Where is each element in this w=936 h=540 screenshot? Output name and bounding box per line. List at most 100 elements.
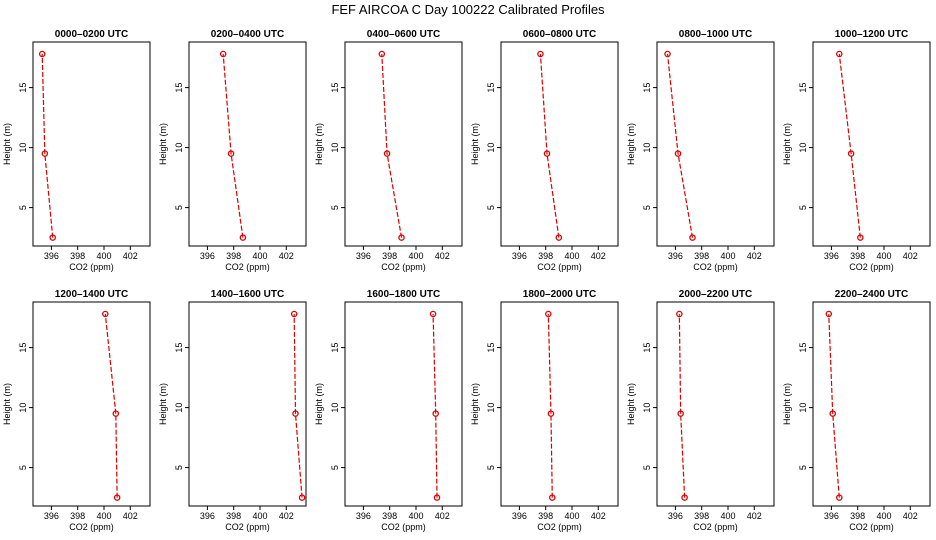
panel-title: 0600–0800 UTC bbox=[523, 29, 596, 40]
x-axis-label: CO2 (ppm) bbox=[69, 522, 114, 532]
y-tick-label: 5 bbox=[18, 465, 28, 470]
x-axis-label: CO2 (ppm) bbox=[225, 262, 270, 272]
x-axis-label: CO2 (ppm) bbox=[381, 262, 426, 272]
y-tick-label: 10 bbox=[798, 403, 808, 413]
x-tick-label: 396 bbox=[668, 251, 683, 261]
panel-title: 1000–1200 UTC bbox=[835, 29, 908, 40]
y-tick-label: 15 bbox=[798, 83, 808, 93]
y-tick-label: 5 bbox=[174, 465, 184, 470]
x-tick-label: 398 bbox=[538, 511, 553, 521]
data-point bbox=[38, 50, 46, 58]
y-tick-label: 10 bbox=[486, 143, 496, 153]
x-tick-label: 396 bbox=[44, 251, 59, 261]
x-axis-label: CO2 (ppm) bbox=[381, 522, 426, 532]
x-tick-label: 398 bbox=[850, 511, 865, 521]
profile-line bbox=[539, 53, 560, 238]
data-point bbox=[543, 150, 551, 157]
x-tick-label: 398 bbox=[694, 511, 709, 521]
y-tick-label: 5 bbox=[642, 465, 652, 470]
x-tick-label: 400 bbox=[720, 511, 735, 521]
chart-panel: 1600–1800 UTC 396 398 400 402 5 10 15 CO2 (ppm) H… bbox=[314, 289, 463, 532]
data-point bbox=[664, 50, 671, 58]
x-tick-label: 402 bbox=[591, 251, 606, 261]
chart-panel: 0000–0200 UTC 396 398 400 402 5 10 15 CO2 (ppm) H… bbox=[2, 29, 151, 272]
x-axis-label: CO2 (ppm) bbox=[849, 262, 894, 272]
profile-line bbox=[547, 313, 553, 498]
x-tick-label: 402 bbox=[279, 511, 294, 521]
x-tick-label: 402 bbox=[435, 251, 450, 261]
profile-line bbox=[838, 53, 861, 238]
y-axis-label: Height (m) bbox=[470, 123, 480, 165]
data-point bbox=[433, 494, 441, 501]
chart-panel: 0800–1000 UTC 396 398 400 402 5 10 15 CO2 (ppm) H… bbox=[626, 29, 775, 272]
y-axis-label: Height (m) bbox=[626, 123, 636, 165]
plot-frame bbox=[344, 41, 463, 247]
x-tick-label: 396 bbox=[824, 251, 839, 261]
figure-title: FEF AIRCOA C Day 100222 Calibrated Profi… bbox=[331, 2, 605, 17]
plot-frame bbox=[500, 301, 619, 507]
chart-panel: 1800–2000 UTC 396 398 400 402 5 10 15 CO2 (ppm) H… bbox=[470, 289, 619, 532]
y-axis-label: Height (m) bbox=[2, 123, 12, 165]
x-tick-label: 400 bbox=[252, 251, 267, 261]
y-tick-label: 5 bbox=[174, 205, 184, 210]
chart-panel: 0600–0800 UTC 396 398 400 402 5 10 15 CO2 (ppm) H… bbox=[470, 29, 619, 272]
data-point bbox=[847, 150, 855, 157]
y-tick-label: 10 bbox=[798, 143, 808, 153]
data-point bbox=[219, 50, 227, 58]
x-tick-label: 400 bbox=[564, 511, 579, 521]
x-axis-label: CO2 (ppm) bbox=[693, 262, 738, 272]
profile-line bbox=[432, 313, 438, 498]
y-tick-label: 5 bbox=[486, 465, 496, 470]
data-point bbox=[292, 410, 299, 417]
chart-panel: 0200–0400 UTC 396 398 400 402 5 10 15 CO2 (ppm) H… bbox=[158, 29, 307, 272]
y-axis-label: Height (m) bbox=[782, 123, 792, 165]
x-axis-label: CO2 (ppm) bbox=[537, 522, 582, 532]
y-tick-label: 10 bbox=[642, 403, 652, 413]
y-tick-label: 5 bbox=[486, 205, 496, 210]
data-point bbox=[676, 310, 683, 318]
plot-frame bbox=[500, 41, 619, 247]
data-point bbox=[689, 234, 696, 241]
data-point bbox=[113, 494, 121, 501]
y-tick-label: 5 bbox=[18, 205, 28, 210]
x-tick-label: 398 bbox=[226, 251, 241, 261]
y-tick-label: 15 bbox=[486, 83, 496, 93]
data-point bbox=[677, 410, 684, 417]
y-tick-label: 5 bbox=[330, 205, 340, 210]
y-axis-label: Height (m) bbox=[158, 383, 168, 425]
x-tick-label: 402 bbox=[747, 251, 762, 261]
x-tick-label: 398 bbox=[382, 511, 397, 521]
data-point bbox=[674, 150, 682, 157]
profile-line bbox=[666, 53, 694, 238]
x-tick-label: 402 bbox=[123, 511, 138, 521]
panels-grid: 0000–0200 UTC 396 398 400 402 5 10 15 CO2 (ppm) H… bbox=[2, 29, 931, 532]
x-tick-label: 402 bbox=[591, 511, 606, 521]
profile-line bbox=[381, 53, 403, 238]
data-point bbox=[836, 494, 843, 501]
profile-line bbox=[678, 313, 686, 498]
data-point bbox=[49, 234, 56, 241]
panel-title: 2200–2400 UTC bbox=[835, 289, 908, 300]
plot-frame bbox=[656, 301, 775, 507]
data-point bbox=[681, 494, 688, 501]
x-tick-label: 396 bbox=[668, 511, 683, 521]
x-axis-label: CO2 (ppm) bbox=[849, 522, 894, 532]
x-tick-label: 402 bbox=[123, 251, 138, 261]
chart-panel: 0400–0600 UTC 396 398 400 402 5 10 15 CO2 (ppm) H… bbox=[314, 29, 463, 272]
x-tick-label: 396 bbox=[44, 511, 59, 521]
data-point bbox=[112, 410, 120, 417]
y-tick-label: 5 bbox=[798, 205, 808, 210]
chart-panel: 2000–2200 UTC 396 398 400 402 5 10 15 CO2 (ppm) H… bbox=[626, 289, 775, 532]
panel-title: 2000–2200 UTC bbox=[679, 289, 752, 300]
x-tick-label: 396 bbox=[356, 251, 371, 261]
x-tick-label: 398 bbox=[694, 251, 709, 261]
data-point bbox=[41, 150, 49, 157]
data-point bbox=[227, 150, 235, 157]
x-tick-label: 398 bbox=[850, 251, 865, 261]
x-tick-label: 396 bbox=[200, 511, 215, 521]
data-point bbox=[555, 234, 563, 241]
plot-frame bbox=[812, 301, 931, 507]
y-tick-label: 5 bbox=[330, 465, 340, 470]
profile-line bbox=[293, 313, 303, 498]
